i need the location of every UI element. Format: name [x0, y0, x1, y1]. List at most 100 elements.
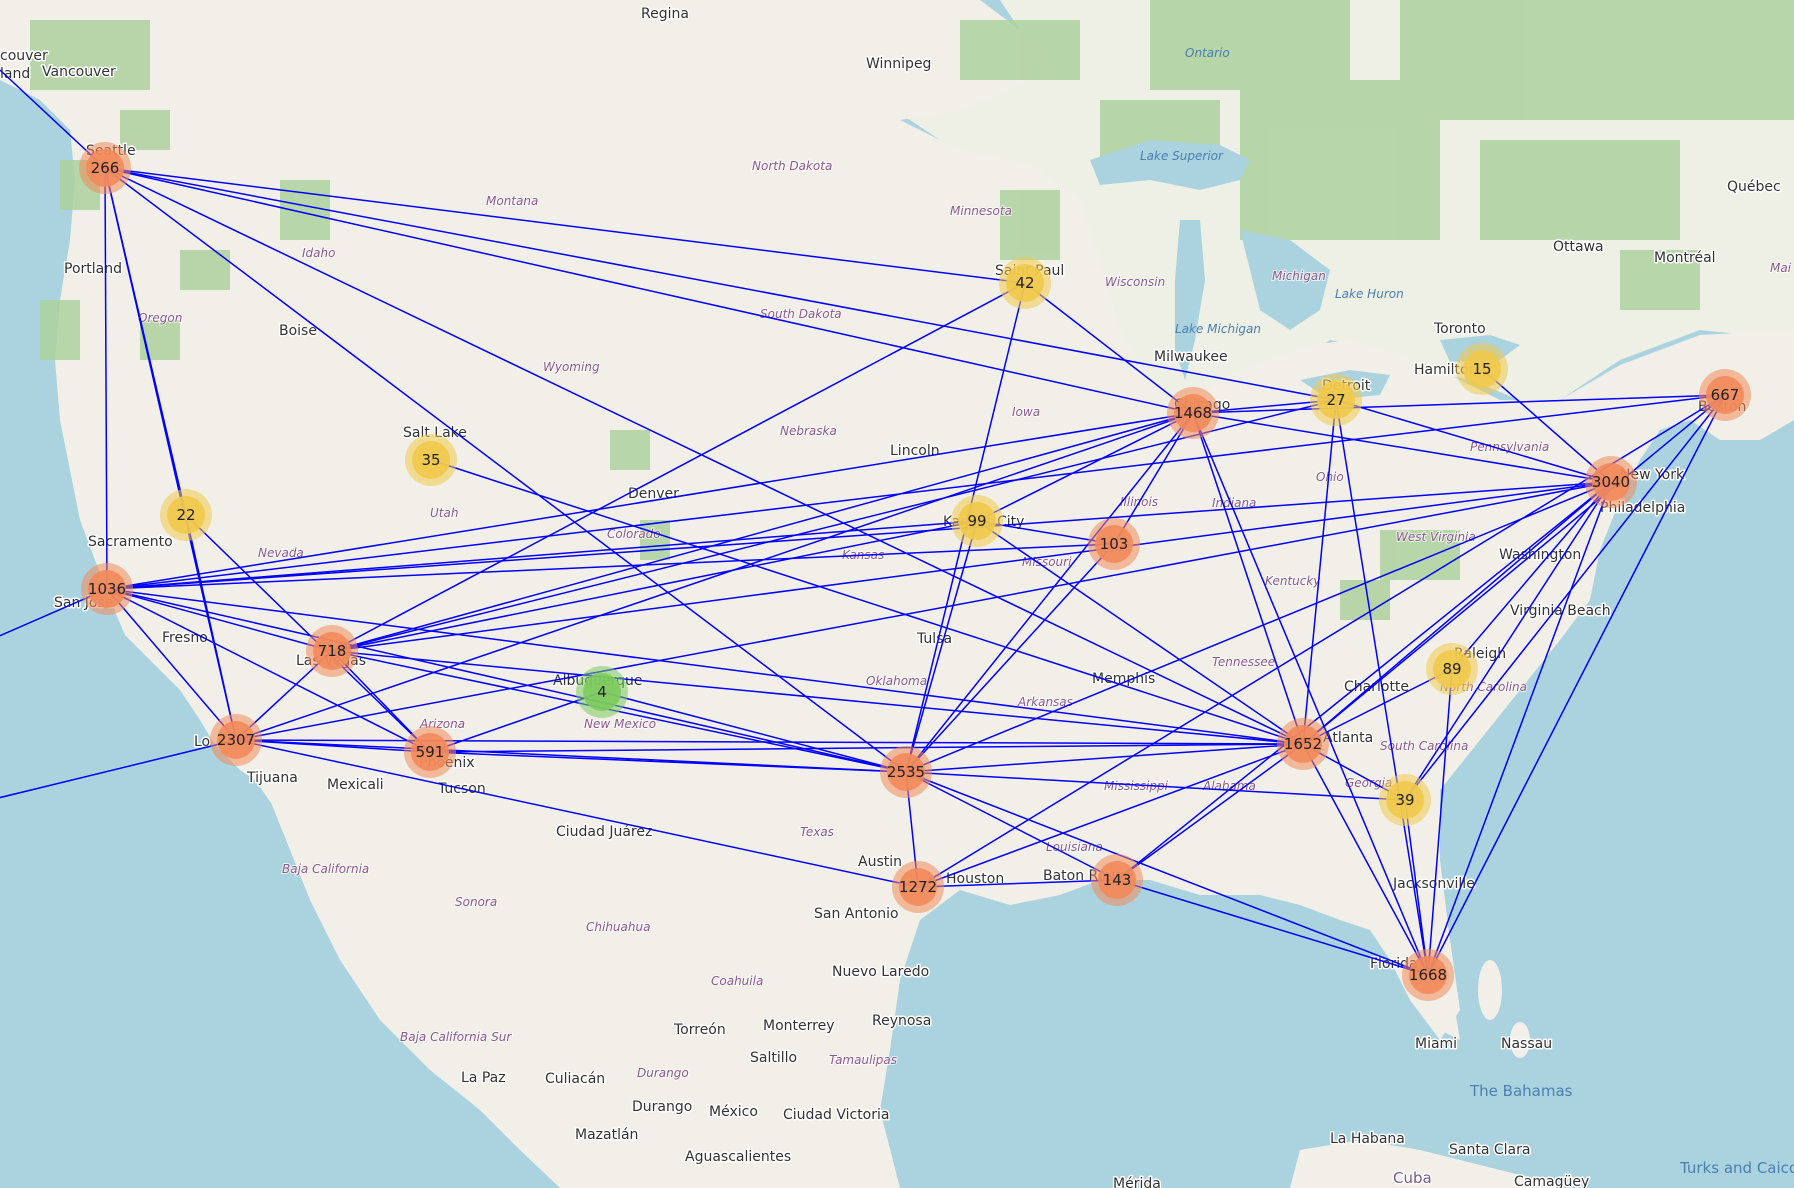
- region-label: Mississippi: [1104, 779, 1169, 793]
- city-label: Nuevo Laredo: [832, 964, 929, 980]
- route-line: [1192, 394, 1726, 414]
- city-label: Monterrey: [763, 1018, 834, 1034]
- cluster-count: 591: [416, 743, 445, 761]
- region-label: Oklahoma: [866, 674, 927, 688]
- route-line: [1116, 879, 1429, 976]
- route-line: [1404, 481, 1612, 801]
- cluster-count: 3040: [1592, 473, 1630, 491]
- cluster-marker[interactable]: 35: [405, 434, 457, 486]
- route-line: [1302, 394, 1726, 745]
- route-line: [0, 739, 237, 799]
- cluster-count: 1652: [1284, 735, 1322, 753]
- route-line: [905, 771, 1406, 801]
- route-line: [235, 481, 1612, 741]
- city-label: Miami: [1415, 1036, 1457, 1052]
- route-line: [1404, 394, 1726, 801]
- city-label: Milwaukee: [1154, 349, 1228, 365]
- cluster-count: 42: [1015, 274, 1034, 292]
- route-line: [1302, 668, 1453, 745]
- cluster-marker[interactable]: 27: [1310, 374, 1362, 426]
- cluster-count: 99: [967, 512, 986, 530]
- cluster-count: 1036: [88, 580, 126, 598]
- cluster-marker[interactable]: 15: [1456, 343, 1508, 395]
- cluster-core: [583, 673, 621, 711]
- route-line: [429, 691, 603, 753]
- cluster-count: 27: [1326, 391, 1345, 409]
- cluster-marker[interactable]: 1468: [1167, 387, 1219, 439]
- cluster-marker[interactable]: 667: [1699, 369, 1751, 421]
- cluster-marker[interactable]: 22: [160, 489, 212, 541]
- cluster-count: 266: [91, 159, 120, 177]
- route-line: [185, 514, 431, 753]
- city-label: Tijuana: [246, 770, 298, 786]
- route-line: [106, 412, 1194, 590]
- region-label: Pennsylvania: [1470, 440, 1549, 454]
- cluster-marker[interactable]: 99: [951, 495, 1003, 547]
- route-line: [1302, 399, 1337, 745]
- cluster-marker[interactable]: 2535: [880, 746, 932, 798]
- city-label: Aguascalientes: [685, 1149, 791, 1165]
- route-line: [429, 751, 907, 773]
- route-line: [1451, 481, 1612, 670]
- cluster-marker[interactable]: 103: [1088, 518, 1140, 570]
- route-line: [1192, 412, 1429, 976]
- city-label: Durango: [632, 1099, 692, 1115]
- cluster-core: [167, 496, 205, 534]
- route-line: [331, 412, 1194, 652]
- cluster-marker[interactable]: 1652: [1277, 718, 1329, 770]
- region-label: Durango: [637, 1066, 689, 1080]
- route-line: [976, 412, 1194, 522]
- cluster-marker[interactable]: 39: [1379, 774, 1431, 826]
- cluster-marker[interactable]: 143: [1091, 854, 1143, 906]
- route-line: [331, 282, 1026, 652]
- route-line: [1427, 394, 1726, 976]
- city-label: Winnipeg: [866, 56, 931, 72]
- cluster-marker[interactable]: 266: [79, 142, 131, 194]
- city-label: Montréal: [1654, 250, 1716, 266]
- region-label: Colorado: [607, 527, 661, 541]
- cluster-marker[interactable]: 42: [999, 257, 1051, 309]
- cluster-marker[interactable]: 1036: [81, 563, 133, 615]
- cluster-markers[interactable]: 266 42 15 27 667 1468 35 22 3040 99 103 1036 718 4 89 2…: [79, 142, 1751, 1001]
- cluster-count: 89: [1442, 660, 1461, 678]
- route-line: [104, 167, 1337, 401]
- cluster-count: 35: [421, 451, 440, 469]
- cluster-marker[interactable]: 2307: [210, 714, 262, 766]
- cluster-count: 15: [1472, 360, 1491, 378]
- route-line: [905, 481, 1612, 773]
- cluster-marker[interactable]: 591: [404, 726, 456, 778]
- city-label: Fresno: [162, 630, 208, 646]
- cluster-core: [313, 632, 351, 670]
- route-line: [429, 743, 1304, 753]
- cluster-marker[interactable]: 718: [306, 625, 358, 677]
- cluster-marker[interactable]: 3040: [1585, 456, 1637, 508]
- cluster-core: [1006, 264, 1044, 302]
- route-line: [235, 739, 919, 888]
- route-line: [1335, 399, 1612, 483]
- cluster-marker[interactable]: 1272: [892, 861, 944, 913]
- region-label: New Mexico: [584, 717, 656, 731]
- region-label: Tamaulipas: [829, 1053, 897, 1067]
- cluster-count: 1468: [1174, 404, 1212, 422]
- cluster-core: [412, 441, 450, 479]
- route-line: [1302, 481, 1612, 745]
- route-line: [104, 167, 1194, 414]
- route-line: [104, 167, 1026, 284]
- cluster-marker[interactable]: 1668: [1402, 949, 1454, 1001]
- region-label: Baja California: [282, 862, 369, 876]
- city-label: Santa Clara: [1449, 1142, 1530, 1158]
- route-line: [1427, 668, 1453, 976]
- region-label: Utah: [430, 506, 458, 520]
- region-label: Iowa: [1012, 405, 1040, 419]
- route-line: [106, 481, 1612, 590]
- city-label: Memphis: [1092, 671, 1155, 687]
- cluster-marker[interactable]: 4: [576, 666, 628, 718]
- route-lines: [0, 69, 1726, 976]
- cluster-count: 667: [1711, 386, 1740, 404]
- city-label: Ciudad Juárez: [556, 824, 652, 840]
- cluster-count: 718: [318, 642, 347, 660]
- route-line: [106, 588, 431, 753]
- cluster-marker[interactable]: 89: [1426, 643, 1478, 695]
